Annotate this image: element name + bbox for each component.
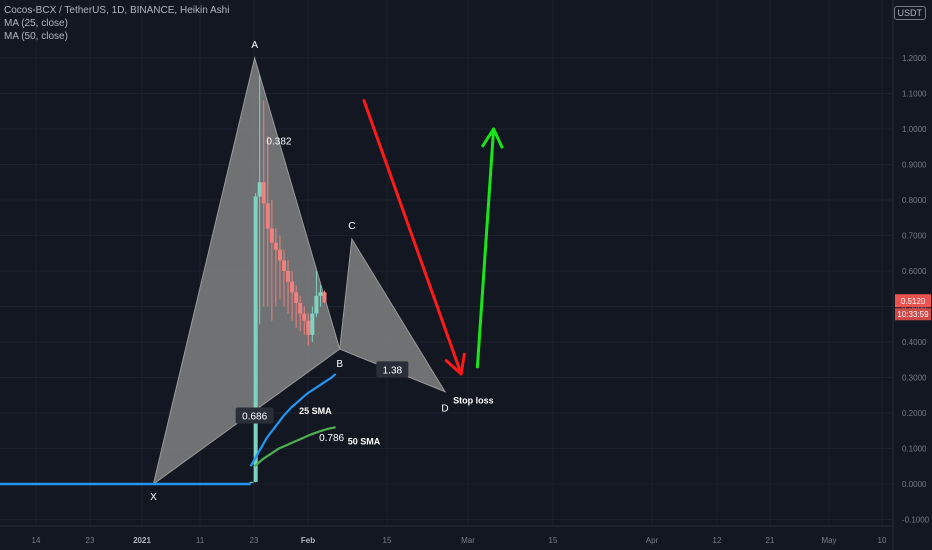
last-price-tag: 0.5120 10:33:59 [895, 294, 931, 321]
candle-body [286, 271, 291, 282]
point-label-c: C [348, 221, 355, 232]
candle-body [277, 249, 282, 261]
price-tick-label: 0.0000 [902, 480, 927, 489]
candle-body [318, 292, 323, 296]
harmonic-pattern [152, 56, 447, 486]
candle-body [282, 260, 286, 271]
price-tag-bg [895, 294, 931, 308]
time-axis[interactable]: 14 23 2021 11 23 Feb 15 Mar 15 Apr 12 21 May 10 [32, 536, 887, 545]
price-tag-value: 0.5120 [901, 297, 926, 306]
red-arrow-head [444, 352, 466, 376]
candle-body [269, 228, 274, 243]
price-tick-label: 1.2000 [902, 54, 927, 63]
time-tick-label: 12 [713, 536, 722, 545]
ma50-line [253, 426, 336, 468]
ratio-label: 0.382 [266, 136, 291, 147]
price-tick-label: 0.8000 [902, 196, 927, 205]
ma25-legend[interactable]: MA (25, close) [4, 18, 68, 29]
time-tick-label: Feb [301, 536, 315, 545]
candle-body [273, 242, 278, 250]
candle-body [249, 481, 254, 483]
time-tick-label: Apr [646, 536, 659, 545]
time-tick-label: 21 [766, 536, 775, 545]
price-tick-label: -0.1000 [902, 516, 930, 525]
candle-body [298, 302, 303, 314]
candle-body [253, 196, 258, 482]
price-tick-label: 0.1000 [902, 445, 927, 454]
time-tick-label: 23 [86, 536, 95, 545]
annotation-label: 50 SMA [348, 436, 381, 446]
pattern-labels: X A B C D 0.382 0.686 0.786 1.38 25 SMA 50 SMA Stop… [150, 40, 494, 503]
candles [249, 75, 327, 483]
time-tick-label: 2021 [133, 536, 151, 545]
candle-body [302, 313, 307, 321]
candle-body [306, 320, 311, 335]
price-tick-label: 0.9000 [902, 161, 927, 170]
candle-body [265, 203, 270, 229]
ratio-label-bg [376, 361, 409, 378]
time-tick-label: 11 [196, 536, 205, 545]
time-tick-label: 15 [549, 536, 558, 545]
time-tick-label: May [821, 536, 836, 545]
green-arrow [475, 127, 496, 369]
ma50-legend[interactable]: MA (50, close) [4, 31, 68, 42]
ratio-label: 0.786 [319, 433, 344, 444]
point-label-a: A [251, 40, 258, 51]
price-tick-label: 1.0000 [902, 125, 927, 134]
point-label-b: B [336, 359, 343, 370]
grid [0, 0, 894, 550]
candle-body [294, 292, 299, 303]
chart-legend: Cocos-BCX / TetherUS, 1D, BINANCE, Heiki… [4, 4, 229, 43]
time-tick-label: Mar [461, 536, 475, 545]
price-tick-label: 0.6000 [902, 267, 927, 276]
candle-body [314, 295, 319, 314]
ma25-line [249, 373, 337, 467]
ratio-label: 0.686 [242, 412, 267, 423]
candle-body [310, 313, 315, 335]
time-tick-label: 10 [878, 536, 887, 545]
candle-body [322, 292, 327, 303]
projection-arrows [362, 99, 504, 376]
point-label-x: X [150, 492, 157, 503]
time-tick-label: 14 [32, 536, 41, 545]
green-arrow-head [481, 127, 504, 149]
candle-body [261, 182, 266, 204]
moving-averages [249, 373, 337, 468]
currency-badge[interactable]: USDT [893, 6, 926, 20]
price-tick-label: 0.3000 [902, 374, 927, 383]
red-arrow [362, 99, 463, 376]
countdown-bg [895, 308, 931, 321]
price-tick-label: 0.4000 [902, 338, 927, 347]
time-tick-label: 23 [250, 536, 259, 545]
point-label-d: D [441, 404, 448, 415]
price-tick-label: 0.7000 [902, 232, 927, 241]
annotation-label: 25 SMA [299, 406, 332, 416]
ratio-label: 1.38 [383, 365, 403, 376]
candle-body [290, 281, 295, 293]
price-tick-label: 1.1000 [902, 90, 927, 99]
countdown-value: 10:33:59 [897, 310, 929, 319]
time-tick-label: 15 [383, 536, 392, 545]
price-tick-label: 0.2000 [902, 409, 927, 418]
candle-body [257, 182, 262, 197]
symbol-title[interactable]: Cocos-BCX / TetherUS, 1D, BINANCE, Heiki… [4, 5, 230, 16]
ratio-label-bg [235, 407, 274, 424]
annotation-label: Stop loss [453, 396, 494, 406]
